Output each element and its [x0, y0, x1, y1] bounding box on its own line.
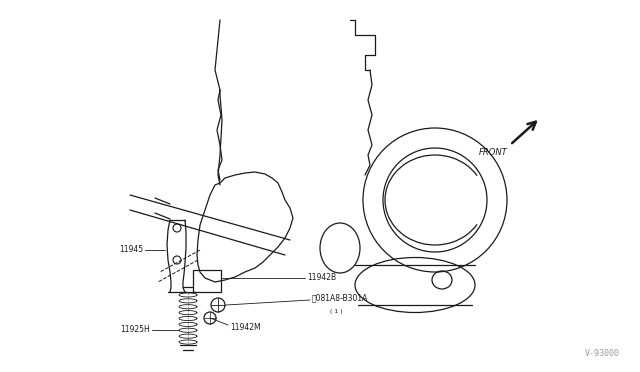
Bar: [193, 270, 221, 292]
Text: 11945: 11945: [119, 246, 143, 254]
Text: 11942B: 11942B: [307, 273, 336, 282]
Polygon shape: [197, 172, 293, 282]
Text: ( 1 ): ( 1 ): [330, 308, 342, 314]
Text: 11925H: 11925H: [120, 326, 150, 334]
Text: Ⓑ081A8-B301A: Ⓑ081A8-B301A: [312, 294, 369, 302]
Text: 11942M: 11942M: [230, 324, 260, 333]
Text: V-93000: V-93000: [585, 349, 620, 358]
Text: FRONT: FRONT: [479, 148, 508, 157]
